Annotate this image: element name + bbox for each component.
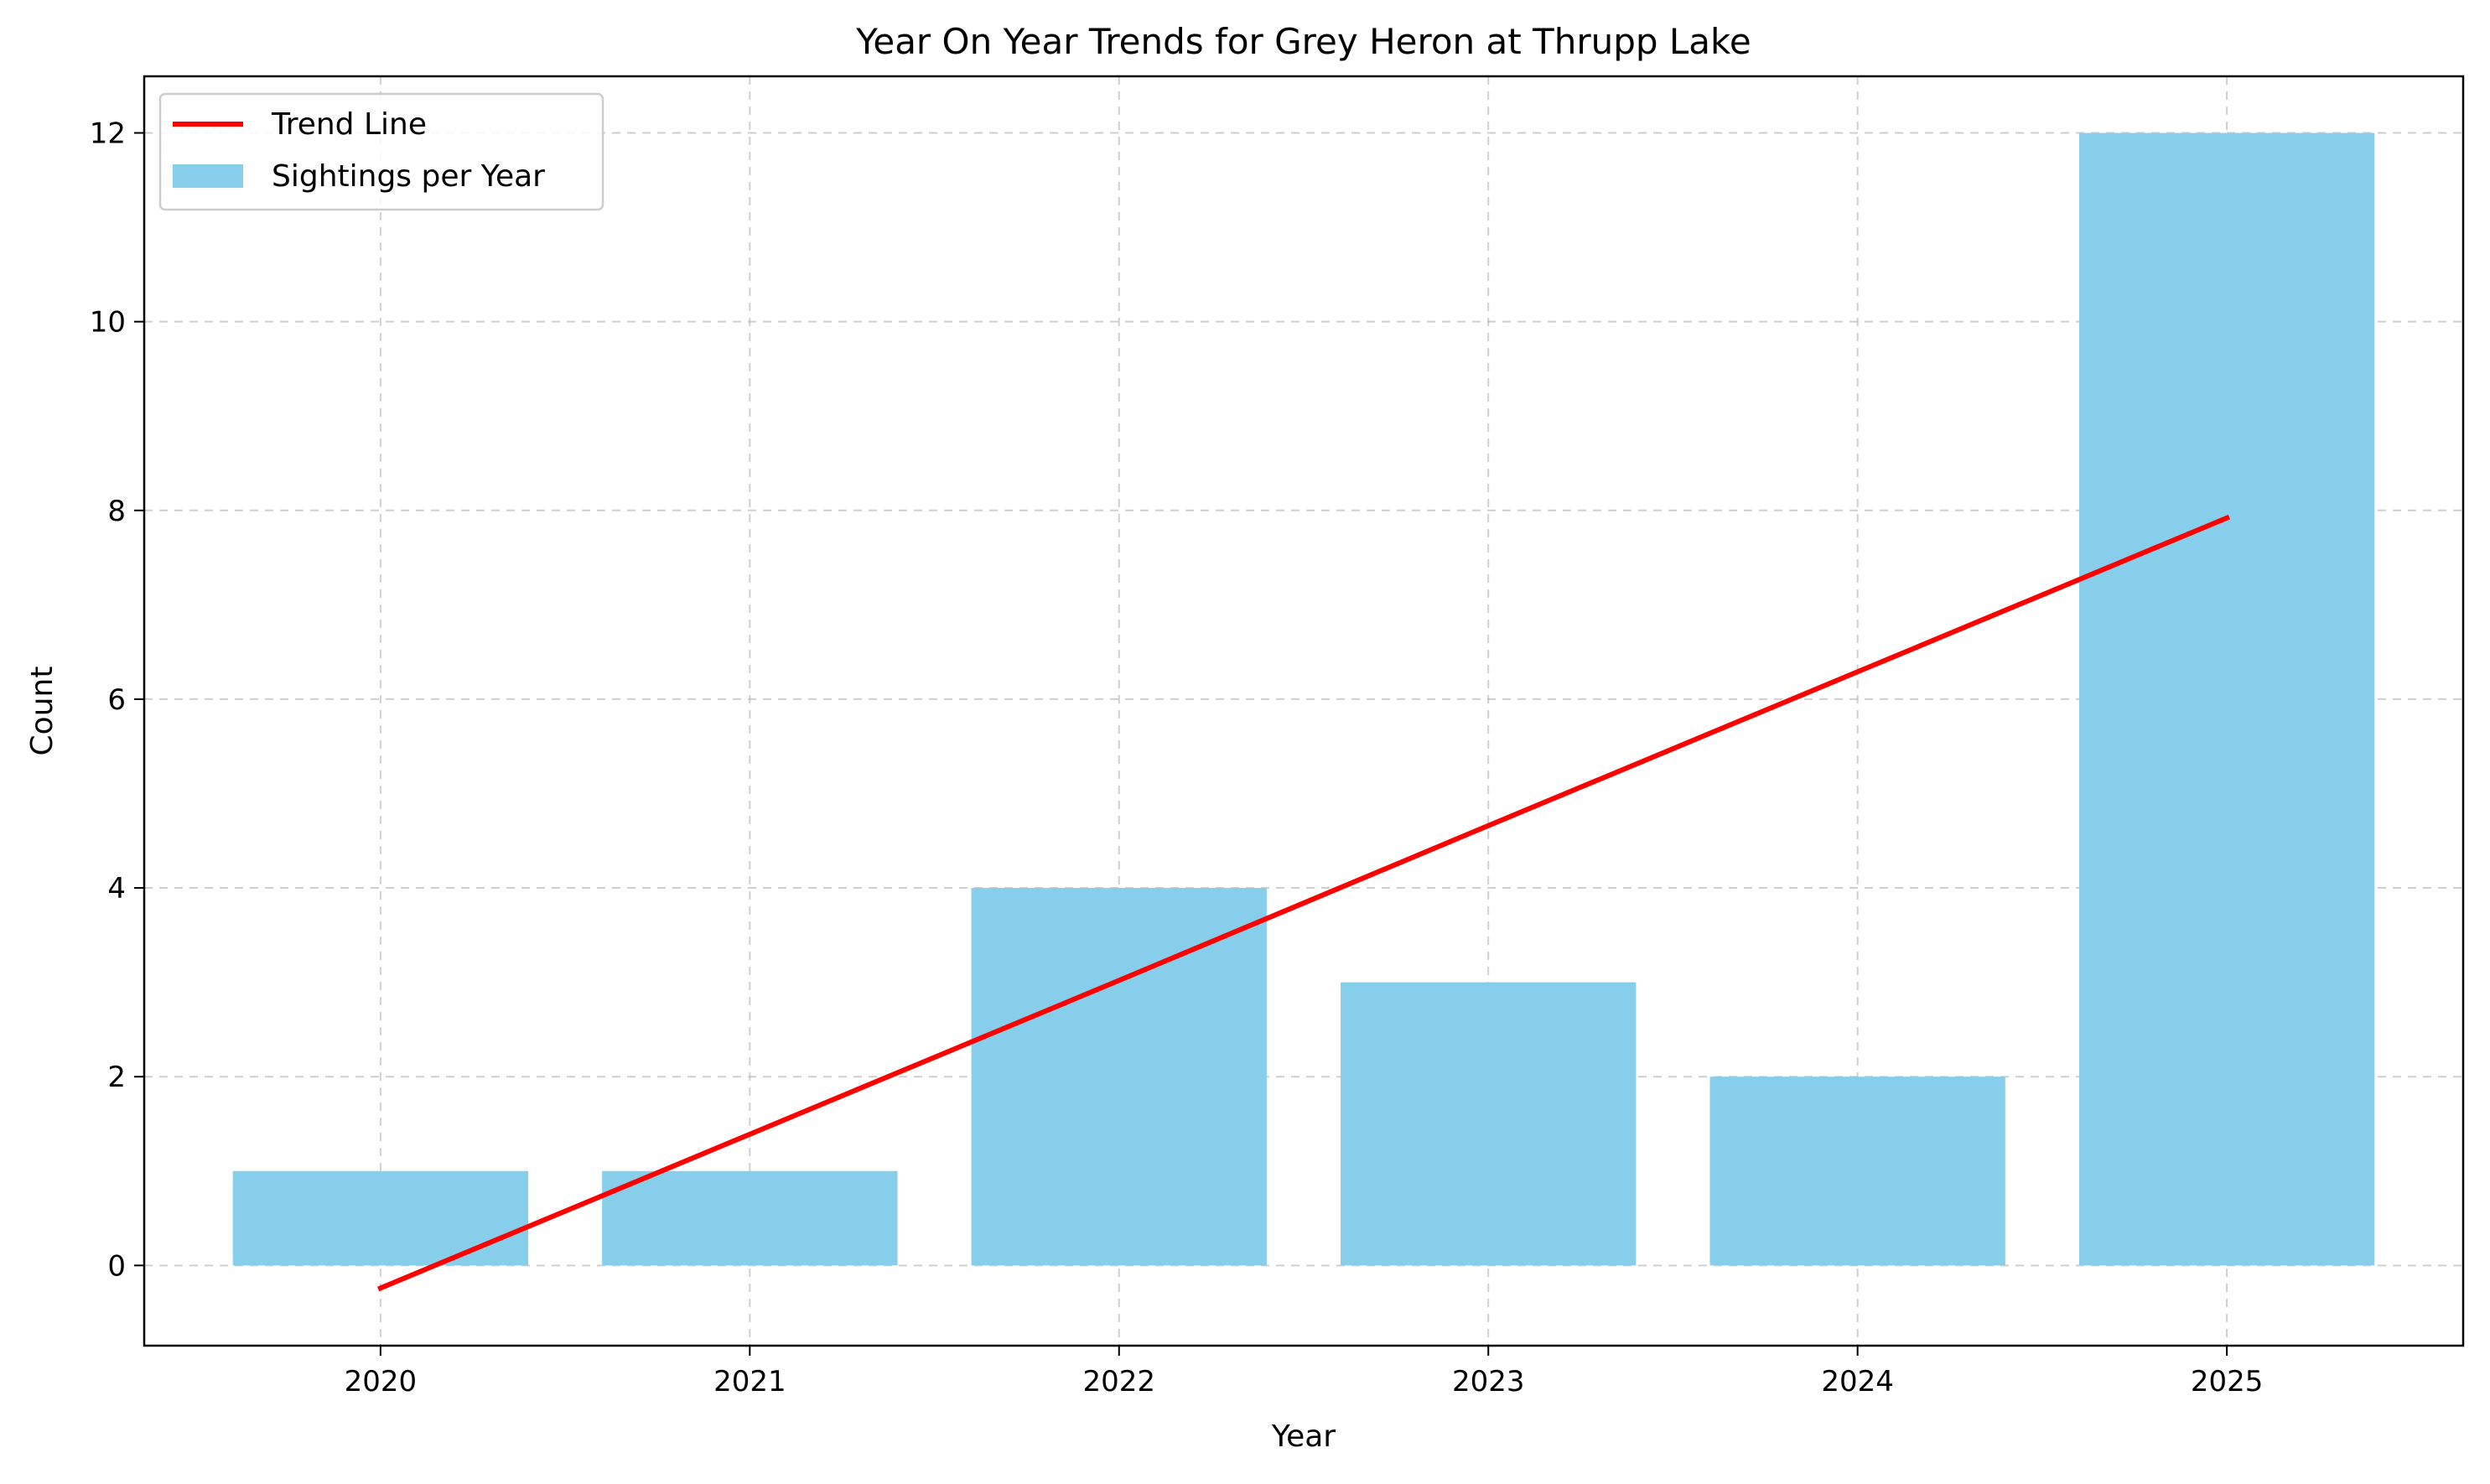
plot-frame bbox=[143, 75, 2465, 1347]
legend-box bbox=[158, 92, 604, 211]
bar-2025 bbox=[2078, 132, 2375, 1266]
bar-2022 bbox=[971, 888, 1267, 1266]
y-tick-label: 6 bbox=[107, 683, 126, 717]
bars bbox=[232, 132, 2375, 1266]
y-tick-label: 0 bbox=[107, 1249, 126, 1283]
chart-title: Year On Year Trends for Grey Heron at Th… bbox=[855, 21, 1751, 62]
bar-2024 bbox=[1709, 1077, 2005, 1266]
x-tick-label: 2024 bbox=[1821, 1365, 1894, 1398]
bar-2023 bbox=[1341, 982, 1637, 1266]
bar-2021 bbox=[602, 1170, 898, 1266]
y-axis-label: Count bbox=[25, 667, 60, 756]
y-tick-label: 8 bbox=[107, 495, 126, 528]
trend-line-layer bbox=[376, 514, 2231, 1292]
x-tick-label: 2022 bbox=[1083, 1365, 1156, 1398]
x-axis-label: Year bbox=[1271, 1419, 1336, 1454]
y-tick-label: 4 bbox=[107, 872, 126, 905]
x-tick-label: 2021 bbox=[713, 1365, 786, 1398]
y-tick-label: 10 bbox=[90, 306, 126, 340]
legend: Trend Line Sightings per Year bbox=[158, 92, 604, 211]
legend-sightings-label: Sightings per Year bbox=[272, 159, 545, 194]
x-tick-label: 2023 bbox=[1452, 1365, 1525, 1398]
y-tick-label: 2 bbox=[107, 1061, 126, 1094]
x-tick-label: 2020 bbox=[345, 1365, 418, 1398]
x-tick-label: 2025 bbox=[2191, 1365, 2264, 1398]
legend-trend-line-label: Trend Line bbox=[271, 107, 427, 142]
ticks: 0 2 4 6 8 10 12 2020 2021 2022 2023 2024 2025 bbox=[90, 117, 2264, 1398]
bar-2020 bbox=[232, 1170, 529, 1266]
legend-sightings-swatch bbox=[173, 164, 243, 188]
trend-line bbox=[376, 514, 2231, 1292]
y-tick-label: 12 bbox=[90, 117, 126, 151]
